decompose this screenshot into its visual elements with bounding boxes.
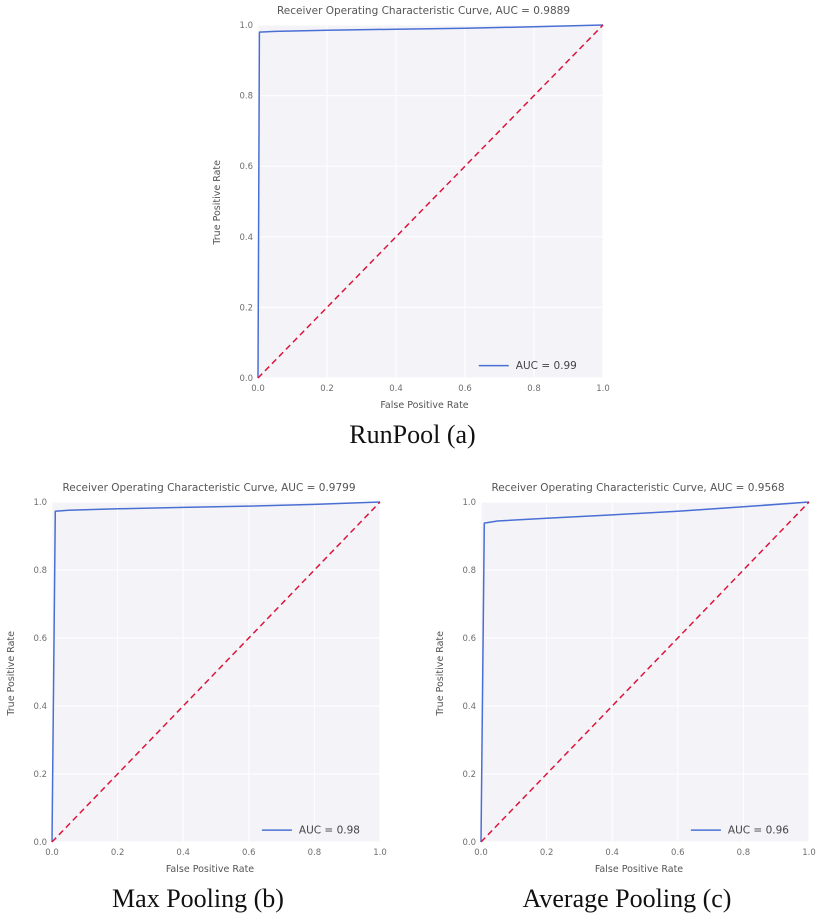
svg-text:0.8: 0.8 (239, 92, 253, 102)
figure-caption: RunPool (a) (349, 420, 476, 449)
svg-text:0.8: 0.8 (308, 848, 322, 858)
svg-text:0.2: 0.2 (33, 770, 47, 780)
svg-text:AUC = 0.99: AUC = 0.99 (516, 360, 577, 372)
svg-text:0.0: 0.0 (474, 848, 488, 858)
svg-text:0.6: 0.6 (33, 634, 47, 644)
roc-plot: 0.0 0.2 0.4 0.6 0.8 1.0 0.0 0.2 0.4 0.6 0.8 1.0 AUC … (462, 498, 816, 858)
svg-text:0.6: 0.6 (458, 384, 472, 394)
svg-text:0.6: 0.6 (239, 162, 253, 172)
bottom-row: Receiver Operating Characteristic Curve,… (0, 482, 825, 914)
svg-text:0.4: 0.4 (389, 384, 403, 394)
svg-text:0.0: 0.0 (462, 838, 476, 848)
svg-text:0.4: 0.4 (33, 702, 47, 712)
roc-figure-runpool: Receiver Operating Characteristic Curve,… (212, 5, 613, 450)
svg-text:0.0: 0.0 (33, 838, 47, 848)
svg-text:0.4: 0.4 (176, 848, 190, 858)
svg-text:0.0: 0.0 (251, 384, 265, 394)
chart-body: True Positive Rate 0.0 0.2 0.4 0.6 0.8 1.0 0.0… (435, 496, 819, 866)
y-axis-label: True Positive Rate (212, 160, 223, 245)
roc-plot: 0.0 0.2 0.4 0.6 0.8 1.0 0.0 0.2 0.4 0.6 0.8 1.0 AUC … (239, 21, 610, 394)
svg-text:1.0: 1.0 (239, 21, 253, 31)
svg-text:0.6: 0.6 (671, 848, 685, 858)
svg-text:0.2: 0.2 (462, 770, 476, 780)
svg-text:0.2: 0.2 (320, 384, 334, 394)
roc-figure-max-pooling: Receiver Operating Characteristic Curve,… (6, 482, 390, 914)
x-axis-label: False Positive Rate (594, 864, 684, 875)
svg-text:0.4: 0.4 (239, 233, 253, 243)
svg-text:0.2: 0.2 (239, 303, 253, 313)
svg-text:AUC = 0.98: AUC = 0.98 (299, 825, 360, 837)
svg-text:1.0: 1.0 (462, 498, 476, 508)
svg-text:0.8: 0.8 (527, 384, 541, 394)
svg-text:AUC = 0.96: AUC = 0.96 (728, 825, 789, 837)
figure-caption: Average Pooling (c) (522, 884, 732, 913)
figure-caption: Max Pooling (b) (112, 884, 284, 913)
x-axis-label: False Positive Rate (380, 400, 469, 411)
y-axis-label: True Positive Rate (6, 630, 17, 716)
x-axis-label: False Positive Rate (165, 864, 255, 875)
roc-plot: 0.0 0.2 0.4 0.6 0.8 1.0 0.0 0.2 0.4 0.6 0.8 1.0 AUC … (33, 498, 387, 858)
svg-text:1.0: 1.0 (802, 848, 816, 858)
svg-text:0.0: 0.0 (239, 374, 253, 384)
chart-title: Receiver Operating Characteristic Curve,… (62, 482, 356, 494)
svg-text:0.8: 0.8 (462, 566, 476, 576)
chart-body: True Positive Rate 0.0 0.2 0.4 0.6 0.8 1.0 0.0… (6, 496, 390, 866)
roc-figure-average-pooling: Receiver Operating Characteristic Curve,… (435, 482, 819, 914)
svg-text:1.0: 1.0 (33, 498, 47, 508)
y-axis-label: True Positive Rate (435, 630, 446, 716)
chart-title: Receiver Operating Characteristic Curve,… (276, 5, 571, 17)
svg-text:0.2: 0.2 (111, 848, 125, 858)
top-row: Receiver Operating Characteristic Curve,… (0, 5, 825, 450)
chart-body: True Positive Rate 0.0 0.2 0.4 0.6 0.8 1.0 0.0… (212, 19, 613, 402)
svg-text:1.0: 1.0 (373, 848, 387, 858)
svg-text:0.2: 0.2 (540, 848, 554, 858)
svg-text:0.4: 0.4 (605, 848, 619, 858)
svg-text:0.8: 0.8 (737, 848, 751, 858)
svg-text:0.4: 0.4 (462, 702, 476, 712)
svg-text:1.0: 1.0 (596, 384, 610, 394)
chart-title: Receiver Operating Characteristic Curve,… (491, 482, 785, 494)
svg-text:0.6: 0.6 (462, 634, 476, 644)
svg-text:0.8: 0.8 (33, 566, 47, 576)
svg-text:0.0: 0.0 (45, 848, 59, 858)
svg-text:0.6: 0.6 (242, 848, 256, 858)
